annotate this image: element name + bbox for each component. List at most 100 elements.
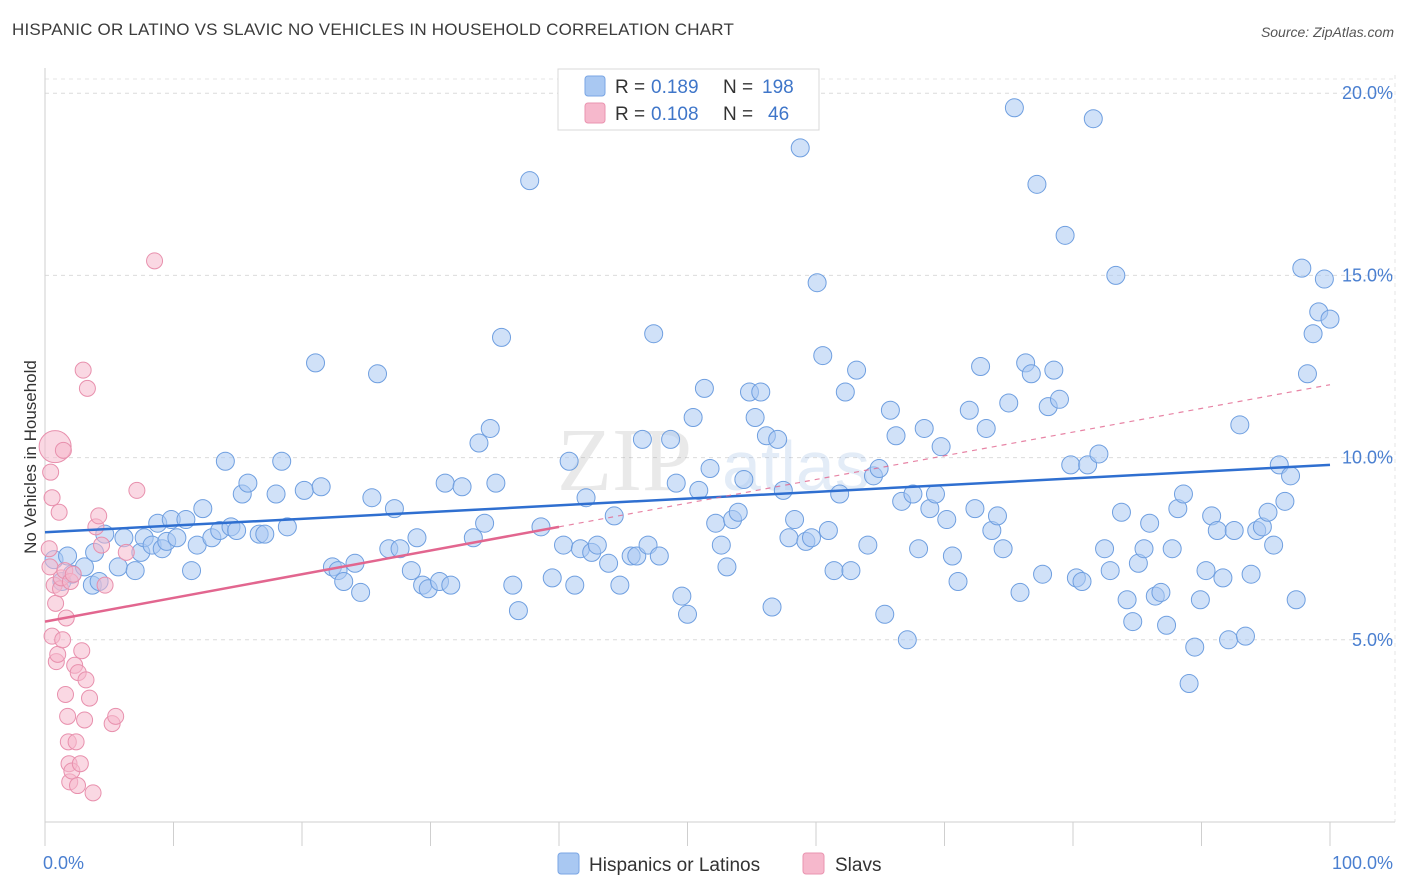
x-tick-labels: 0.0% 100.0% [43,853,1393,873]
point-slav-27 [69,777,87,795]
point-hispanic-199 [1320,309,1340,329]
legend-swatch-pink [584,102,606,124]
point-slav-35 [81,689,99,707]
point-hispanic-107 [790,138,810,158]
point-slav-3 [42,463,60,481]
point-hispanic-10 [114,528,134,548]
legend-r-value-blue: 0.189 [651,77,699,98]
point-hispanic-44 [362,488,382,508]
point-hispanic-35 [277,517,297,537]
legend-swatch-blue [584,75,606,97]
point-hispanic-184 [1235,626,1255,646]
point-hispanic-121 [875,604,895,624]
point-hispanic-88 [683,408,703,428]
point-hispanic-171 [1162,539,1182,559]
point-hispanic-114 [830,484,850,504]
legend-n-value-pink: 46 [768,104,789,125]
point-hispanic-196 [1303,324,1323,344]
point-hispanic-84 [661,429,681,449]
point-hispanic-135 [959,400,979,420]
point-hispanic-2 [58,546,78,566]
point-hispanic-45 [368,364,388,384]
point-hispanic-118 [858,535,878,555]
bottom-legend-swatch-pink [802,852,825,875]
point-hispanic-169 [1151,582,1171,602]
series-slavs-points [38,252,164,802]
point-hispanic-115 [835,382,855,402]
point-slav-38 [90,507,108,525]
point-hispanic-60 [480,418,500,438]
point-hispanic-157 [1083,109,1103,129]
point-slav-33 [77,671,95,689]
point-hispanic-33 [266,484,286,504]
point-slav-1 [40,540,58,558]
point-hispanic-96 [728,502,748,522]
point-hispanic-97 [734,469,754,489]
y-tick-label-3: 20.0% [1342,83,1393,103]
point-hispanic-185 [1241,564,1261,584]
bottom-legend-swatch-blue [557,852,580,875]
point-hispanic-163 [1117,590,1137,610]
chart-source: Source: ZipAtlas.com [1260,24,1394,40]
point-hispanic-137 [971,357,991,377]
point-hispanic-113 [824,561,844,581]
axes [44,68,1395,846]
point-hispanic-37 [306,353,326,373]
point-hispanic-41 [334,572,354,592]
point-hispanic-144 [1010,582,1030,602]
point-hispanic-75 [599,553,619,573]
point-hispanic-38 [311,477,331,497]
point-hispanic-183 [1230,415,1250,435]
point-hispanic-170 [1157,615,1177,635]
trend-lines [44,384,1331,623]
point-hispanic-87 [678,604,697,624]
point-hispanic-193 [1286,590,1306,610]
point-hispanic-146 [1021,364,1041,384]
point-hispanic-19 [167,528,187,548]
point-hispanic-140 [987,506,1007,526]
point-hispanic-68 [554,535,574,555]
point-hispanic-142 [999,393,1019,413]
y-tick-labels: 5.0% 10.0% 15.0% 20.0% [1342,83,1393,650]
bottom-legend: Hispanics or Latinos Slavs [557,852,881,876]
point-slav-34 [78,379,96,397]
point-hispanic-112 [818,520,838,540]
point-hispanic-177 [1196,561,1216,581]
point-hispanic-54 [435,473,455,493]
point-hispanic-82 [644,324,664,344]
point-slav-32 [76,711,94,729]
point-hispanic-105 [779,528,799,548]
point-hispanic-102 [762,597,782,617]
point-hispanic-30 [238,473,258,493]
point-hispanic-161 [1106,265,1126,285]
point-slav-18 [59,707,77,725]
grid-lines [45,75,1396,822]
series-hispanics-points [44,98,1340,694]
point-hispanic-11 [125,561,145,581]
point-hispanic-128 [914,418,934,438]
point-hispanic-69 [559,451,579,471]
point-hispanic-28 [227,520,247,540]
trend-line-slavs [44,525,560,623]
point-hispanic-92 [706,513,726,533]
point-hispanic-48 [390,539,410,559]
point-hispanic-126 [903,484,923,504]
point-hispanic-148 [1033,564,1053,584]
point-hispanic-99 [745,408,765,428]
point-hispanic-72 [576,488,596,508]
point-hispanic-77 [610,575,630,595]
point-hispanic-136 [965,499,985,519]
point-hispanic-123 [886,426,906,446]
point-hispanic-67 [542,568,562,588]
point-hispanic-160 [1100,561,1120,581]
point-hispanic-36 [294,480,314,500]
point-hispanic-164 [1123,612,1143,632]
bottom-legend-label-blue: Hispanics or Latinos [589,855,760,876]
point-hispanic-127 [909,539,929,559]
point-hispanic-155 [1072,572,1092,592]
point-hispanic-65 [520,171,540,191]
chart-title: HISPANIC OR LATINO VS SLAVIC NO VEHICLES… [12,20,735,39]
y-tick-label-0: 5.0% [1352,630,1393,650]
point-hispanic-117 [847,360,867,380]
point-hispanic-158 [1089,444,1109,464]
